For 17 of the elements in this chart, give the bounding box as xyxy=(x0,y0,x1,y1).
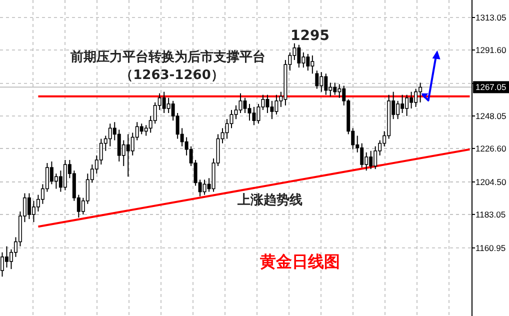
candlestick xyxy=(315,70,319,90)
y-tick-label: 1183.05 xyxy=(476,209,506,220)
y-tick-label: 1313.05 xyxy=(476,12,506,22)
y-tick-label: 1291.60 xyxy=(476,44,506,55)
y-tick-label: 1160.95 xyxy=(476,242,506,253)
annotation: 上涨趋势线 xyxy=(236,192,302,208)
annotation: 前期压力平台转换为后市支撑平台 xyxy=(70,49,266,65)
y-tick-label: 1226.60 xyxy=(476,143,506,154)
annotation: （1263-1260） xyxy=(120,68,224,83)
y-tick-label: 1248.05 xyxy=(476,110,506,121)
candlestick xyxy=(238,92,242,114)
text: 黄金日线图 xyxy=(259,252,340,271)
ref-line-label: 1267.05 xyxy=(476,82,506,92)
annotation: 1295 xyxy=(290,28,330,44)
candlestick xyxy=(234,104,238,120)
candlestick xyxy=(230,109,234,129)
y-tick-label: 1204.50 xyxy=(476,176,506,187)
